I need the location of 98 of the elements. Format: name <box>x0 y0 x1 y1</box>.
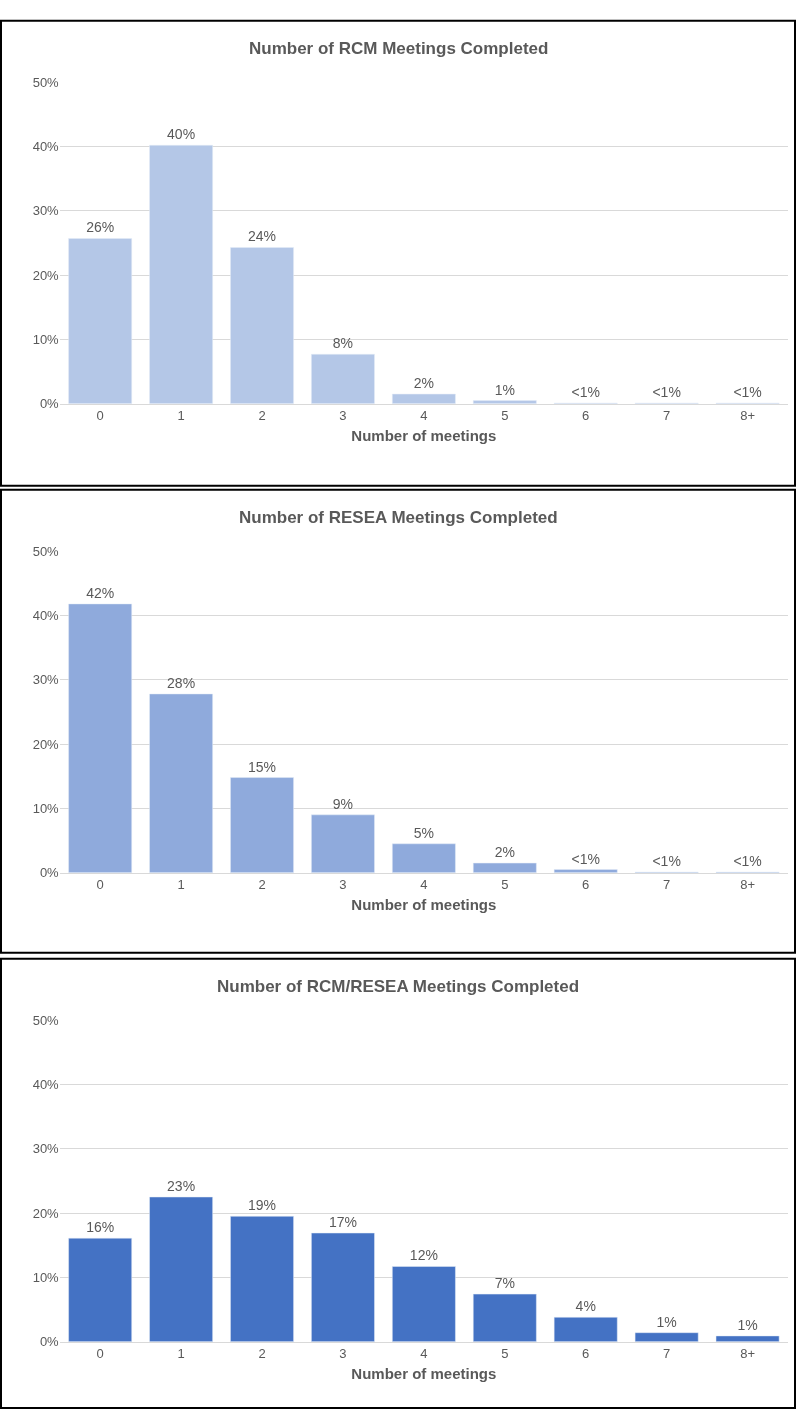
bar <box>68 1237 132 1342</box>
bar <box>68 238 132 404</box>
x-tick-label: 2 <box>258 408 266 424</box>
data-label: 9% <box>332 795 354 812</box>
x-tick-label: 4 <box>420 1346 428 1362</box>
x-axis-title: Number of meetings <box>351 1365 497 1383</box>
y-tick-label: 10% <box>32 331 60 347</box>
x-tick-label: 4 <box>420 408 428 424</box>
y-tick-label: 50% <box>32 1012 60 1028</box>
data-label: <1% <box>571 384 600 401</box>
data-label: 15% <box>248 758 277 775</box>
chart-title: Number of RESEA Meetings Completed <box>239 508 558 527</box>
data-label: 1% <box>494 381 515 398</box>
x-tick-label: 1 <box>177 877 185 893</box>
y-tick-label: 50% <box>32 74 60 90</box>
x-tick-label: 8+ <box>740 408 755 424</box>
y-tick-label: 40% <box>32 139 60 155</box>
x-tick-label: 1 <box>177 1346 185 1362</box>
x-tick-label: 6 <box>582 1346 590 1362</box>
x-tick-label: 7 <box>663 1346 671 1362</box>
y-tick-label: 40% <box>32 608 60 624</box>
bar <box>149 144 213 404</box>
data-label: 19% <box>248 1197 277 1214</box>
data-label: <1% <box>733 384 762 401</box>
y-tick-label: 10% <box>32 800 60 816</box>
bar <box>634 1332 699 1342</box>
x-tick-label: 7 <box>663 877 671 893</box>
y-tick-label: 0% <box>39 865 60 881</box>
bar <box>230 777 294 873</box>
bar <box>68 603 132 873</box>
x-tick-label: 6 <box>582 408 590 424</box>
data-label: <1% <box>571 850 600 867</box>
x-tick-label: 6 <box>582 877 590 893</box>
x-tick-label: 4 <box>420 877 428 893</box>
x-tick-label: 2 <box>258 1346 266 1362</box>
x-tick-label: 3 <box>339 408 347 424</box>
bar <box>149 693 213 873</box>
bar <box>472 862 537 873</box>
data-label: 1% <box>737 1316 758 1333</box>
data-label: 7% <box>494 1275 515 1292</box>
data-label: <1% <box>652 853 681 870</box>
x-axis-title: Number of meetings <box>351 896 497 914</box>
x-tick-label: 7 <box>663 408 671 424</box>
y-tick-label: 30% <box>32 672 60 688</box>
bar <box>311 353 375 404</box>
bar <box>392 1266 456 1342</box>
y-tick-label: 0% <box>39 396 60 412</box>
y-tick-label: 30% <box>32 1141 60 1157</box>
x-tick-label: 0 <box>96 877 104 893</box>
data-label: 28% <box>167 674 196 691</box>
bar <box>472 1293 537 1342</box>
x-tick-label: 3 <box>339 877 347 893</box>
data-label: 16% <box>86 1219 115 1236</box>
y-tick-label: 30% <box>32 203 60 219</box>
x-tick-label: 5 <box>501 877 509 893</box>
x-tick-label: 0 <box>96 408 104 424</box>
data-label: 17% <box>328 1214 357 1231</box>
x-tick-label: 3 <box>339 1346 347 1362</box>
y-tick-label: 20% <box>32 736 60 752</box>
bar <box>311 1232 375 1342</box>
y-tick-label: 50% <box>32 543 60 559</box>
chart-title: Number of RCM Meetings Completed <box>249 39 549 58</box>
data-label: 40% <box>167 126 196 143</box>
data-label: 26% <box>86 219 115 236</box>
bar <box>311 814 375 873</box>
chart-title: Number of RCM/RESEA Meetings Completed <box>217 977 580 996</box>
x-axis-title: Number of meetings <box>351 427 497 445</box>
data-label: 42% <box>86 584 115 601</box>
bar <box>392 843 456 873</box>
x-tick-label: 8+ <box>740 1346 755 1362</box>
data-label: <1% <box>652 384 681 401</box>
data-label: 1% <box>656 1313 677 1330</box>
data-label: 2% <box>413 375 434 392</box>
y-tick-label: 10% <box>32 1269 60 1285</box>
y-tick-label: 20% <box>32 1205 60 1221</box>
y-tick-label: 0% <box>39 1334 60 1350</box>
bar <box>230 247 294 404</box>
x-tick-label: 1 <box>177 408 185 424</box>
bar <box>715 1335 780 1342</box>
x-tick-label: 5 <box>501 1346 509 1362</box>
y-tick-label: 20% <box>32 267 60 283</box>
data-label: <1% <box>733 853 762 870</box>
data-label: 24% <box>248 228 277 245</box>
y-tick-label: 40% <box>32 1077 60 1093</box>
bar <box>392 393 456 404</box>
x-tick-label: 2 <box>258 877 266 893</box>
data-label: 8% <box>332 335 354 352</box>
x-tick-label: 5 <box>501 408 509 424</box>
x-tick-label: 0 <box>96 1346 104 1362</box>
bar <box>553 1317 618 1342</box>
bar <box>149 1196 213 1342</box>
data-label: 5% <box>413 824 434 841</box>
bar <box>230 1216 294 1342</box>
data-label: 12% <box>409 1247 438 1264</box>
data-label: 4% <box>575 1298 596 1315</box>
data-label: 23% <box>167 1178 196 1195</box>
x-tick-label: 8+ <box>740 877 755 893</box>
data-label: 2% <box>494 844 515 861</box>
